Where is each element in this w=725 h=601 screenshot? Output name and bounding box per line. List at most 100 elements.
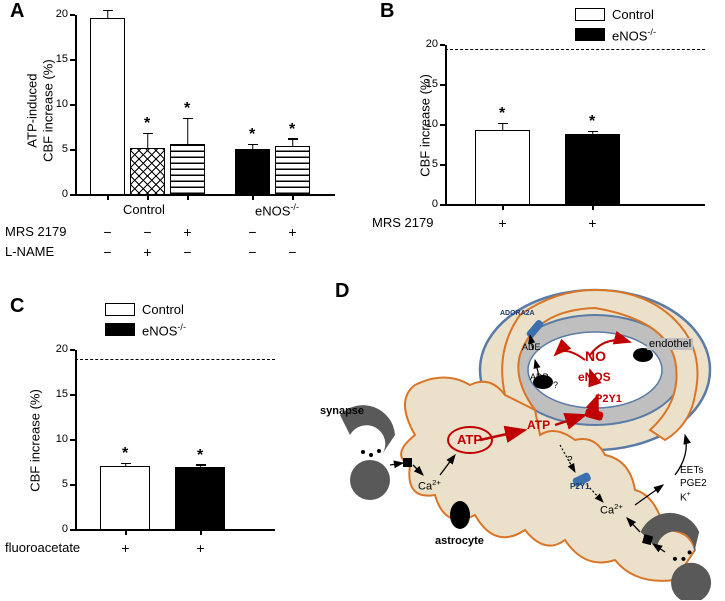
row-label-lname: L-NAME bbox=[5, 244, 54, 259]
panel-d-diagram bbox=[295, 280, 725, 600]
x-tick bbox=[200, 530, 202, 535]
y-tick bbox=[440, 164, 445, 166]
label-enos: eNOS bbox=[578, 370, 611, 384]
group-label-control: Control bbox=[123, 202, 165, 217]
y-tick bbox=[440, 204, 445, 206]
y-tick bbox=[70, 194, 75, 196]
panel-c: C Control eNOS-/- 0 5 10 15 20 * bbox=[5, 295, 295, 595]
label-ca2-left: Ca2+ bbox=[418, 478, 441, 493]
significance-star: * bbox=[589, 113, 595, 131]
y-tick bbox=[70, 104, 75, 106]
panel-d: D bbox=[295, 280, 725, 600]
pm: + bbox=[140, 244, 155, 260]
significance-star: * bbox=[144, 115, 150, 133]
y-tick-label: 15 bbox=[50, 388, 68, 400]
y-tick bbox=[70, 484, 75, 486]
dashed-ref-line bbox=[75, 359, 275, 360]
pm: − bbox=[100, 244, 115, 260]
panel-c-chart: 0 5 10 15 20 * * bbox=[75, 350, 275, 530]
legend-label-enos: eNOS-/- bbox=[142, 322, 186, 338]
bar bbox=[90, 18, 125, 195]
panel-b-chart: 0 5 10 15 20 * * bbox=[445, 45, 705, 205]
y-tick-label: 20 bbox=[50, 8, 68, 20]
bar bbox=[100, 466, 150, 530]
y-tick-label: 0 bbox=[50, 188, 68, 200]
bar bbox=[130, 148, 165, 195]
pm: − bbox=[180, 244, 195, 260]
pm: − bbox=[140, 224, 155, 240]
panel-a-ylabel: ATP-inducedCBF increase (%) bbox=[24, 41, 55, 181]
y-tick bbox=[70, 59, 75, 61]
legend-swatch-control bbox=[105, 303, 135, 316]
label-no: NO bbox=[585, 348, 606, 364]
legend-label-enos: eNOS-/- bbox=[612, 27, 656, 43]
pm: − bbox=[285, 244, 300, 260]
label-ca2-right: Ca2+ bbox=[600, 502, 623, 517]
pm: + bbox=[118, 540, 133, 556]
label-eets: EETs bbox=[680, 465, 703, 476]
significance-star: * bbox=[122, 445, 128, 463]
bar bbox=[175, 467, 225, 530]
y-tick-label: 10 bbox=[50, 433, 68, 445]
significance-star: * bbox=[184, 100, 190, 118]
pm: + bbox=[285, 224, 300, 240]
x-tick bbox=[147, 195, 149, 200]
legend-swatch-enos bbox=[105, 323, 135, 336]
row-label-fluoro: fluoroacetate bbox=[5, 540, 80, 555]
label-astrocyte: astrocyte bbox=[435, 535, 484, 547]
significance-star: * bbox=[289, 121, 295, 139]
label-adora2a: ADORA2A bbox=[500, 310, 535, 317]
label-adp: ADP bbox=[530, 372, 549, 382]
label-ade: ADE bbox=[522, 342, 541, 352]
bar bbox=[235, 149, 270, 195]
y-tick-label: 0 bbox=[420, 198, 438, 210]
label-p2y1-blue: P2Y1 bbox=[570, 482, 590, 491]
significance-star: * bbox=[197, 447, 203, 465]
x-tick bbox=[107, 195, 109, 200]
y-tick bbox=[440, 84, 445, 86]
y-tick-label: 5 bbox=[50, 478, 68, 490]
y-tick bbox=[70, 149, 75, 151]
y-tick-label: 0 bbox=[50, 523, 68, 535]
row-label-mrs: MRS 2179 bbox=[372, 215, 433, 230]
y-tick-label: 20 bbox=[50, 343, 68, 355]
bar bbox=[170, 144, 205, 195]
significance-star: * bbox=[249, 126, 255, 144]
panel-c-ylabel: CBF increase (%) bbox=[28, 381, 43, 501]
pm: + bbox=[495, 215, 510, 231]
y-tick bbox=[70, 14, 75, 16]
label-atp-red: ATP bbox=[457, 432, 482, 447]
pm: + bbox=[585, 215, 600, 231]
panel-a-chart: 0 5 10 15 20 * * bbox=[75, 15, 335, 195]
bar bbox=[475, 130, 530, 205]
label-question2: ? bbox=[567, 455, 573, 466]
significance-star: * bbox=[499, 105, 505, 123]
y-axis bbox=[445, 45, 447, 205]
y-tick bbox=[70, 394, 75, 396]
x-tick bbox=[187, 195, 189, 200]
y-tick bbox=[70, 439, 75, 441]
pm: − bbox=[100, 224, 115, 240]
x-tick bbox=[252, 195, 254, 200]
y-tick-label: 20 bbox=[420, 38, 438, 50]
y-axis bbox=[75, 15, 77, 195]
label-p2y1-red: P2Y1 bbox=[595, 393, 622, 405]
y-tick bbox=[70, 349, 75, 351]
bar bbox=[275, 146, 310, 195]
y-tick bbox=[70, 529, 75, 531]
pm: + bbox=[180, 224, 195, 240]
panel-b-ylabel: CBF increase (%) bbox=[418, 66, 433, 186]
y-tick bbox=[440, 124, 445, 126]
group-label-enos: eNOS-/- bbox=[255, 202, 299, 218]
x-tick bbox=[125, 530, 127, 535]
pm: − bbox=[245, 244, 260, 260]
panel-a-label: A bbox=[10, 0, 24, 23]
panel-b: B Control eNOS-/- 0 5 10 15 20 * bbox=[360, 0, 720, 260]
label-synapse: synapse bbox=[320, 405, 364, 417]
label-question1: ? bbox=[553, 380, 558, 390]
bar bbox=[565, 134, 620, 205]
panel-a: A 0 5 10 15 20 * bbox=[5, 0, 345, 280]
dashed-ref-line bbox=[445, 49, 705, 50]
y-axis bbox=[75, 350, 77, 530]
y-tick bbox=[440, 44, 445, 46]
